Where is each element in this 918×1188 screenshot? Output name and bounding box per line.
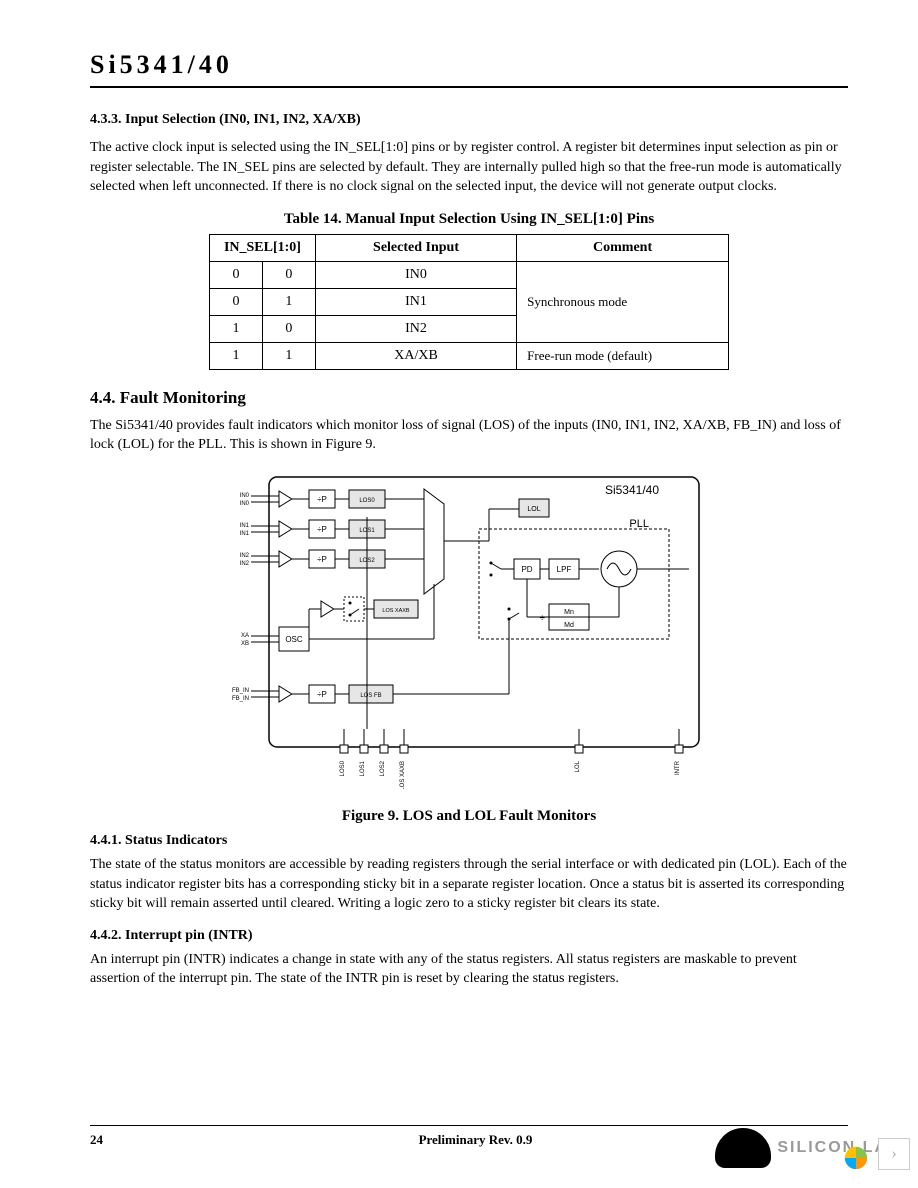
svg-text:PLL: PLL <box>629 518 649 530</box>
svg-text:OSC: OSC <box>285 635 303 644</box>
svg-text:INTR: INTR <box>675 760 681 775</box>
section-442-para: An interrupt pin (INTR) indicates a chan… <box>90 950 848 989</box>
svg-text:LPF: LPF <box>557 565 572 574</box>
silicon-labs-logo-icon <box>715 1128 771 1168</box>
svg-text:LOS1: LOS1 <box>360 760 366 776</box>
th-selected: Selected Input <box>315 234 516 261</box>
section-44-heading: 4.4. Fault Monitoring <box>90 388 848 408</box>
svg-text:IN2: IN2 <box>240 553 250 559</box>
svg-text:XA: XA <box>241 633 249 639</box>
th-insel: IN_SEL[1:0] <box>210 234 316 261</box>
cell-b1: 1 <box>210 342 263 369</box>
svg-text:FB_IN: FB_IN <box>232 696 249 702</box>
cell-b1: 0 <box>210 261 263 288</box>
svg-text:LOS XAXB: LOS XAXB <box>382 608 410 614</box>
svg-text:÷P: ÷P <box>317 495 327 504</box>
table14-caption: Table 14. Manual Input Selection Using I… <box>90 211 848 228</box>
table-row: 0 0 IN0 Synchronous mode <box>210 261 729 288</box>
section-441-heading: 4.4.1. Status Indicators <box>90 833 848 849</box>
cell-sel: XA/XB <box>315 342 516 369</box>
page-title: Si5341/40 <box>90 50 848 88</box>
next-page-button[interactable]: › <box>878 1138 910 1170</box>
th-comment: Comment <box>517 234 729 261</box>
svg-text:÷: ÷ <box>540 613 546 624</box>
svg-text:LOS0: LOS0 <box>340 760 346 776</box>
cell-sel: IN1 <box>315 288 516 315</box>
svg-text:IN2: IN2 <box>240 561 250 567</box>
svg-text:XB: XB <box>241 641 249 647</box>
cell-sel: IN2 <box>315 315 516 342</box>
section-433-heading: 4.3.3. Input Selection (IN0, IN1, IN2, X… <box>90 112 848 128</box>
table-head-row: IN_SEL[1:0] Selected Input Comment <box>210 234 729 261</box>
table-row: 1 1 XA/XB Free-run mode (default) <box>210 342 729 369</box>
page-number: 24 <box>90 1132 103 1148</box>
svg-text:Md: Md <box>564 622 574 629</box>
svg-text:LOS FB: LOS FB <box>360 693 381 699</box>
svg-text:LOL: LOL <box>575 760 581 772</box>
cell-b0: 1 <box>262 288 315 315</box>
section-442-heading: 4.4.2. Interrupt pin (INTR) <box>90 928 848 944</box>
svg-text:LOS0: LOS0 <box>359 498 375 504</box>
table14: IN_SEL[1:0] Selected Input Comment 0 0 I… <box>209 234 729 370</box>
svg-text:LOL: LOL <box>527 506 540 513</box>
cell-comment: Free-run mode (default) <box>517 342 729 369</box>
brand-text: SILICON LA <box>777 1139 888 1157</box>
section-44-para: The Si5341/40 provides fault indicators … <box>90 416 848 455</box>
svg-text:÷P: ÷P <box>317 555 327 564</box>
section-441-para: The state of the status monitors are acc… <box>90 855 848 914</box>
svg-text:LOS2: LOS2 <box>380 760 386 776</box>
svg-text:IN1: IN1 <box>240 531 250 537</box>
cell-sel: IN0 <box>315 261 516 288</box>
svg-text:÷P: ÷P <box>317 525 327 534</box>
cell-b0: 1 <box>262 342 315 369</box>
figure9-diagram: Si5341/40 IN0 IN0 ÷P LOS0 IN1 IN1 ÷P LOS1 IN2 IN2 ÷… <box>90 469 848 794</box>
svg-text:IN0: IN0 <box>240 493 250 499</box>
svg-text:LOS XAXB: LOS XAXB <box>400 761 406 789</box>
figure9-caption: Figure 9. LOS and LOL Fault Monitors <box>90 808 848 825</box>
svg-text:PD: PD <box>521 565 532 574</box>
svg-text:IN0: IN0 <box>240 501 250 507</box>
cell-b1: 0 <box>210 288 263 315</box>
svg-text:FB_IN: FB_IN <box>232 688 249 694</box>
revision-label: Preliminary Rev. 0.9 <box>419 1132 533 1148</box>
cell-b1: 1 <box>210 315 263 342</box>
svg-text:IN1: IN1 <box>240 523 250 529</box>
svg-text:÷P: ÷P <box>317 690 327 699</box>
cell-comment: Synchronous mode <box>517 261 729 342</box>
cell-b0: 0 <box>262 261 315 288</box>
pinwheel-icon <box>842 1144 870 1172</box>
section-433-para: The active clock input is selected using… <box>90 138 848 197</box>
svg-text:Mn: Mn <box>564 609 574 616</box>
chevron-right-icon: › <box>891 1145 896 1163</box>
svg-text:Si5341/40: Si5341/40 <box>605 483 659 497</box>
cell-b0: 0 <box>262 315 315 342</box>
